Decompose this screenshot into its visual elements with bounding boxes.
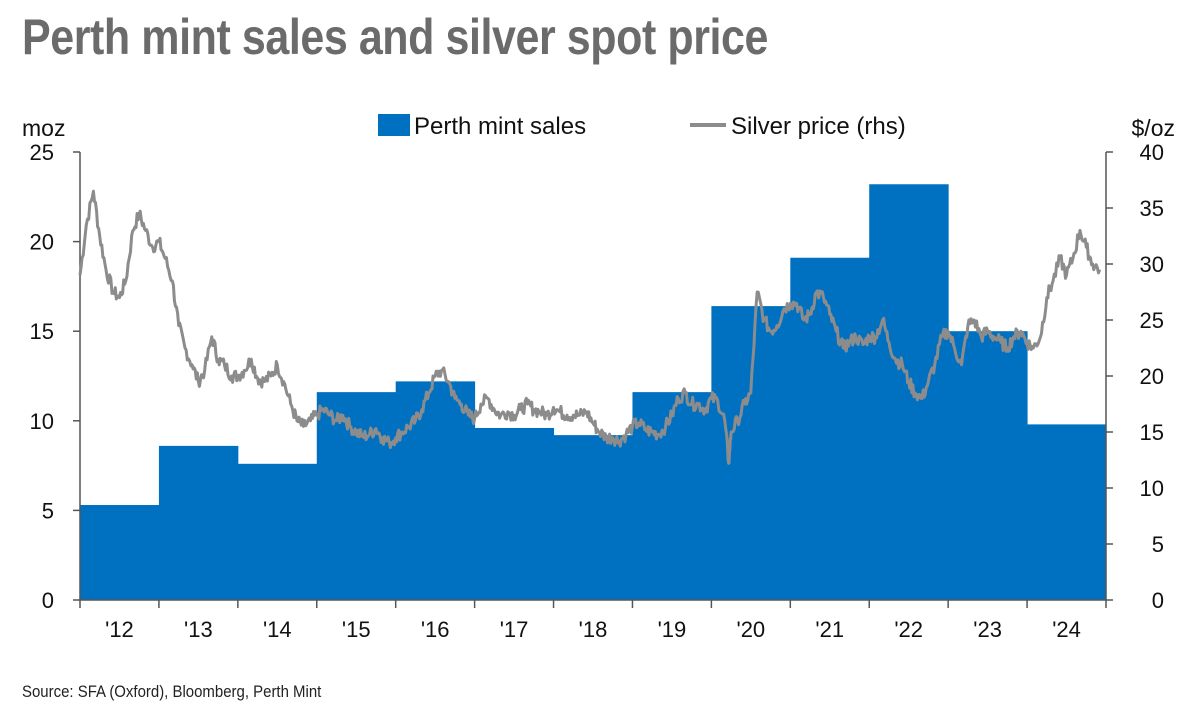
- chart-title: Perth mint sales and silver spot price: [22, 9, 768, 65]
- left-tick-label: 0: [42, 588, 54, 613]
- x-tick-label: '20: [737, 617, 766, 642]
- silver-price-line: [78, 189, 1102, 465]
- x-tick-label: '16: [421, 617, 450, 642]
- right-tick-label: 5: [1152, 532, 1164, 557]
- x-tick-label: '24: [1052, 617, 1081, 642]
- right-tick-label: 25: [1140, 308, 1164, 333]
- right-tick-label: 40: [1140, 140, 1164, 165]
- x-tick-label: '17: [500, 617, 529, 642]
- legend: Perth mint sales Silver price (rhs): [378, 113, 906, 140]
- x-tick-label: '22: [894, 617, 923, 642]
- bar-23: [948, 331, 1028, 600]
- bar-series: [80, 184, 1107, 601]
- left-tick-label: 10: [30, 409, 54, 434]
- left-axis-unit: moz: [22, 115, 65, 141]
- x-tick-label: '19: [658, 617, 687, 642]
- bar-13: [158, 445, 239, 600]
- axes: [73, 151, 1113, 608]
- legend-label-line: Silver price (rhs): [731, 113, 906, 140]
- bar-14: [237, 463, 318, 600]
- right-tick-label: 20: [1140, 364, 1164, 389]
- right-tick-label: 30: [1140, 252, 1164, 277]
- bar-24: [1027, 424, 1107, 600]
- bar-20: [711, 306, 791, 600]
- right-tick-label: 35: [1140, 196, 1164, 221]
- legend-label-bars: Perth mint sales: [414, 113, 586, 140]
- left-tick-label: 15: [30, 319, 54, 344]
- x-tick-label: '18: [579, 617, 608, 642]
- bar-18: [553, 435, 633, 600]
- legend-swatch-bars: [378, 114, 410, 136]
- x-tick-label: '21: [815, 617, 844, 642]
- x-tick-label: '12: [105, 617, 134, 642]
- left-tick-label: 5: [42, 498, 54, 523]
- x-tick-label: '14: [263, 617, 292, 642]
- right-tick-label: 0: [1152, 588, 1164, 613]
- bar-17: [474, 427, 555, 600]
- left-tick-label: 25: [30, 140, 54, 165]
- bar-16: [395, 381, 476, 600]
- x-tick-label: '23: [973, 617, 1002, 642]
- right-tick-label: 15: [1140, 420, 1164, 445]
- bar-15: [316, 392, 397, 600]
- left-tick-label: 20: [30, 230, 54, 255]
- source-note: Source: SFA (Oxford), Bloomberg, Perth M…: [22, 682, 322, 701]
- x-tick-label: '15: [342, 617, 371, 642]
- right-axis-unit: $/oz: [1132, 115, 1175, 141]
- bar-12: [80, 505, 160, 600]
- bar-22: [869, 184, 949, 601]
- right-tick-label: 10: [1140, 476, 1164, 501]
- tick-labels: 0 5 10 15 20 25 0 5 10 15 20 25 30 35 40 '12 '13 '14 '15 '1…: [30, 140, 1164, 642]
- x-tick-label: '13: [184, 617, 213, 642]
